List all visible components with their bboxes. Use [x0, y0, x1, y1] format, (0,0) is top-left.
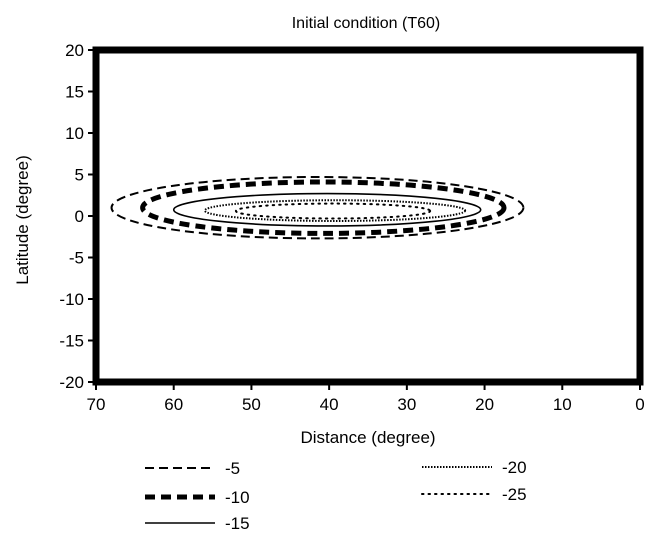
contour-minus-15: [172, 192, 482, 227]
x-tick-label: 0: [635, 395, 644, 414]
x-axis: 70 60 50 40 30 20 10 0: [87, 382, 645, 414]
legend-label: -5: [225, 459, 240, 478]
legend: -5 -10 -15 -20 -25: [145, 458, 527, 533]
x-tick-label: 60: [164, 395, 183, 414]
contour-minus-20: [203, 199, 467, 222]
y-axis-title: Latitude (degree): [13, 155, 32, 284]
y-tick-label: 20: [65, 41, 84, 60]
plot-frame: [92, 46, 644, 386]
contour-minus-25: [234, 202, 432, 220]
y-tick-label: 0: [75, 207, 84, 226]
contour-minus-5: [110, 175, 525, 240]
plot-border: [92, 46, 644, 386]
y-tick-label: -20: [59, 373, 84, 392]
x-tick-label: 30: [397, 395, 416, 414]
chart-title: Initial condition (T60): [292, 15, 441, 32]
y-tick-label: 10: [65, 124, 84, 143]
x-tick-label: 70: [87, 395, 106, 414]
y-tick-label: 5: [75, 166, 84, 185]
y-tick-label: 15: [65, 83, 84, 102]
legend-label: -10: [225, 488, 250, 507]
x-axis-title: Distance (degree): [300, 428, 435, 447]
contour-minus-10: [140, 179, 507, 236]
x-tick-label: 40: [320, 395, 339, 414]
legend-label: -25: [502, 485, 527, 504]
y-axis: 20 15 10 5 0 -5 -10 -15 -20: [59, 41, 96, 392]
y-tick-label: -5: [69, 249, 84, 268]
x-tick-label: 50: [242, 395, 261, 414]
x-tick-label: 10: [553, 395, 572, 414]
legend-label: -20: [502, 458, 527, 477]
y-tick-label: -10: [59, 290, 84, 309]
y-tick-label: -15: [59, 332, 84, 351]
legend-label: -15: [225, 514, 250, 533]
x-tick-label: 20: [475, 395, 494, 414]
contour-lines: [110, 175, 525, 240]
